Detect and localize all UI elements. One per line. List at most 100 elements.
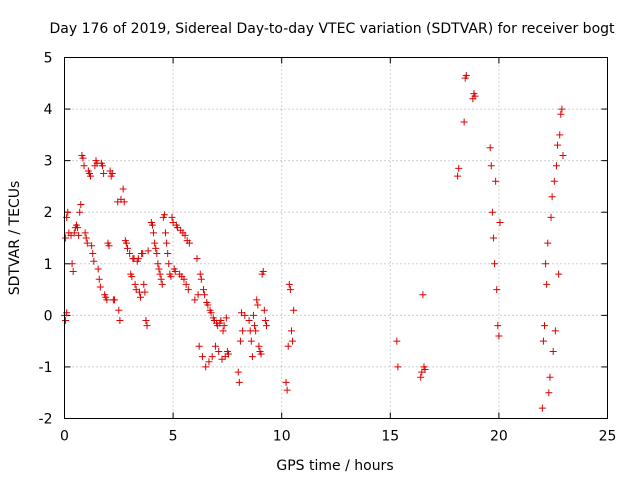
data-point-marker xyxy=(87,172,95,180)
data-point-marker xyxy=(282,378,290,386)
data-point-marker xyxy=(202,363,210,371)
data-point-marker xyxy=(552,162,560,170)
data-point-marker xyxy=(143,322,151,330)
data-point-marker xyxy=(394,363,402,371)
data-point-marker xyxy=(257,350,265,358)
data-point-marker xyxy=(547,213,555,221)
data-point-marker xyxy=(90,257,98,265)
data-point-marker xyxy=(197,275,205,283)
data-point-marker xyxy=(219,327,227,335)
data-point-marker xyxy=(108,170,116,178)
data-point-marker xyxy=(495,332,503,340)
data-point-marker xyxy=(241,311,249,319)
data-point-marker xyxy=(215,347,223,355)
data-point-marker xyxy=(559,151,567,159)
data-point-marker xyxy=(167,273,175,281)
data-point-marker xyxy=(196,270,204,278)
data-point-marker xyxy=(82,234,90,242)
data-point-marker xyxy=(289,337,297,345)
data-point-marker xyxy=(184,286,192,294)
data-point-marker xyxy=(128,273,136,281)
data-point-marker xyxy=(122,239,130,247)
data-point-marker xyxy=(131,280,139,288)
data-point-marker xyxy=(549,347,557,355)
x-tick-label: 15 xyxy=(381,429,399,445)
data-point-marker xyxy=(493,286,501,294)
data-point-marker xyxy=(220,322,228,330)
data-point-marker xyxy=(290,306,298,314)
y-tick-label: 2 xyxy=(44,205,53,221)
data-point-marker xyxy=(182,280,190,288)
x-tick-label: 0 xyxy=(60,429,69,445)
data-point-marker xyxy=(200,286,208,294)
data-point-marker xyxy=(164,249,172,257)
data-point-marker xyxy=(161,229,169,237)
data-point-marker xyxy=(148,221,156,229)
data-point-marker xyxy=(454,172,462,180)
plot-frame xyxy=(64,57,608,419)
data-point-marker xyxy=(554,141,562,149)
data-point-marker xyxy=(558,105,566,113)
data-point-marker xyxy=(252,327,260,335)
data-point-marker xyxy=(556,131,564,139)
data-point-marker xyxy=(94,265,102,273)
data-point-marker xyxy=(185,239,193,247)
data-point-marker xyxy=(259,268,267,276)
data-point-marker xyxy=(222,314,230,322)
data-point-marker xyxy=(134,255,142,263)
data-point-marker xyxy=(81,229,89,237)
data-point-marker xyxy=(251,322,259,330)
data-point-marker xyxy=(283,386,291,394)
data-point-marker xyxy=(486,144,494,152)
y-tick-label: 5 xyxy=(44,51,53,67)
x-tick-label: 5 xyxy=(169,429,178,445)
data-point-marker xyxy=(284,342,292,350)
data-point-marker xyxy=(249,311,257,319)
data-point-marker xyxy=(115,306,123,314)
data-point-marker xyxy=(96,283,104,291)
data-point-marker xyxy=(181,231,189,239)
data-point-marker xyxy=(103,296,111,304)
data-point-marker xyxy=(120,198,128,206)
data-point-marker xyxy=(156,270,164,278)
data-point-marker xyxy=(88,242,96,250)
data-point-marker xyxy=(541,322,549,330)
data-point-marker xyxy=(99,162,107,170)
y-tick-label: 0 xyxy=(44,308,53,324)
data-point-marker xyxy=(253,296,261,304)
data-point-marker xyxy=(126,249,134,257)
data-point-marker xyxy=(248,353,256,361)
data-point-marker xyxy=(150,229,158,237)
y-tick-label: 3 xyxy=(44,154,53,170)
data-point-marker xyxy=(165,260,173,268)
data-point-marker xyxy=(260,306,268,314)
data-point-marker xyxy=(180,275,188,283)
data-point-marker xyxy=(496,219,504,227)
data-point-marker xyxy=(460,118,468,126)
data-point-marker xyxy=(154,260,162,268)
data-point-marker xyxy=(110,296,118,304)
data-point-marker xyxy=(74,224,82,232)
data-point-marker xyxy=(208,353,216,361)
data-point-marker xyxy=(217,317,225,325)
data-point-marker xyxy=(153,249,161,257)
data-point-marker xyxy=(168,213,176,221)
data-point-marker xyxy=(123,244,131,252)
data-point-marker xyxy=(255,342,263,350)
y-tick-label: 1 xyxy=(44,257,53,273)
data-point-marker xyxy=(546,373,554,381)
data-point-marker xyxy=(68,260,76,268)
data-point-marker xyxy=(76,208,84,216)
chart-title: Day 176 of 2019, Sidereal Day-to-day VTE… xyxy=(49,21,615,37)
data-point-marker xyxy=(487,162,495,170)
data-point-marker xyxy=(80,162,88,170)
x-axis-label: GPS time / hours xyxy=(276,458,393,474)
data-point-marker xyxy=(247,337,255,345)
x-tick-label: 20 xyxy=(490,429,508,445)
data-point-marker xyxy=(551,327,559,335)
grid xyxy=(64,57,608,419)
data-point-marker xyxy=(155,265,163,273)
data-point-marker xyxy=(489,234,497,242)
